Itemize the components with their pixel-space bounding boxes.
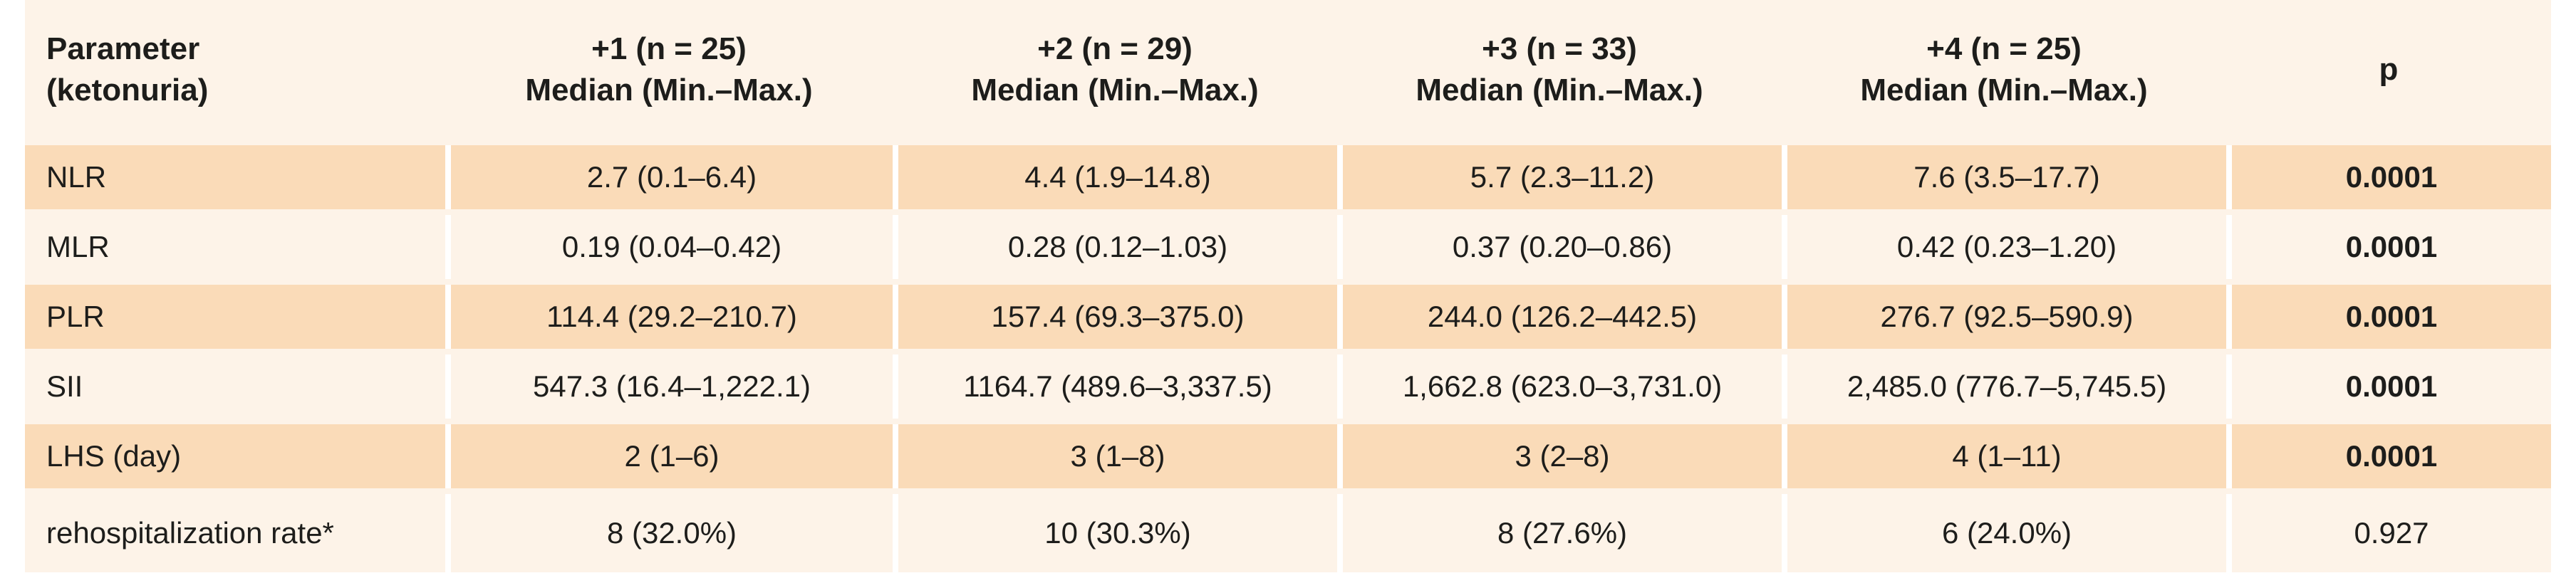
table-cell: 8 (32.0%) [445,494,893,572]
table-cell: 0.19 (0.04–0.42) [445,215,893,279]
table-cell: 0.37 (0.20–0.86) [1337,215,1782,279]
header-group-2-count: +2 (n = 29) [1037,31,1193,66]
table-row-plr: PLR 114.4 (29.2–210.7) 157.4 (69.3–375.0… [25,285,2551,349]
table-row-sii: SII 547.3 (16.4–1,222.1) 1164.7 (489.6–3… [25,354,2551,419]
p-value-cell: 0.0001 [2226,215,2551,279]
row-label: NLR [25,145,445,209]
header-group-2: +2 (n = 29) Median (Min.–Max.) [893,0,1337,140]
table-cell: 5.7 (2.3–11.2) [1337,145,1782,209]
table-cell: 4.4 (1.9–14.8) [893,145,1337,209]
p-value-cell: 0.0001 [2226,285,2551,349]
table-cell: 0.42 (0.23–1.20) [1782,215,2226,279]
table-cell: 2,485.0 (776.7–5,745.5) [1782,354,2226,419]
header-group-1-stat: Median (Min.–Max.) [525,73,813,107]
header-group-4-stat: Median (Min.–Max.) [1860,73,2148,107]
table-cell: 7.6 (3.5–17.7) [1782,145,2226,209]
row-label: MLR [25,215,445,279]
table-cell: 4 (1–11) [1782,424,2226,488]
header-parameter-line2: (ketonuria) [46,73,209,107]
results-table: Parameter (ketonuria) +1 (n = 25) Median… [25,0,2551,578]
header-group-4: +4 (n = 25) Median (Min.–Max.) [1782,0,2226,140]
results-table-container: Parameter (ketonuria) +1 (n = 25) Median… [25,0,2551,572]
table-header: Parameter (ketonuria) +1 (n = 25) Median… [25,0,2551,140]
table-cell: 8 (27.6%) [1337,494,1782,572]
table-cell: 6 (24.0%) [1782,494,2226,572]
table-cell: 157.4 (69.3–375.0) [893,285,1337,349]
table-cell: 10 (30.3%) [893,494,1337,572]
header-group-3: +3 (n = 33) Median (Min.–Max.) [1337,0,1782,140]
p-value-cell: 0.0001 [2226,145,2551,209]
table-cell: 1164.7 (489.6–3,337.5) [893,354,1337,419]
table-cell: 3 (1–8) [893,424,1337,488]
p-value-cell: 0.927 [2226,494,2551,572]
table-cell: 244.0 (126.2–442.5) [1337,285,1782,349]
table-cell: 2.7 (0.1–6.4) [445,145,893,209]
table-row-lhs: LHS (day) 2 (1–6) 3 (1–8) 3 (2–8) 4 (1–1… [25,424,2551,488]
p-value-cell: 0.0001 [2226,424,2551,488]
header-group-1-count: +1 (n = 25) [591,31,747,66]
table-cell: 547.3 (16.4–1,222.1) [445,354,893,419]
table-row-rehospitalization: rehospitalization rate* 8 (32.0%) 10 (30… [25,494,2551,572]
table-cell: 114.4 (29.2–210.7) [445,285,893,349]
row-label: LHS (day) [25,424,445,488]
header-group-3-stat: Median (Min.–Max.) [1416,73,1703,107]
table-cell: 2 (1–6) [445,424,893,488]
row-label: SII [25,354,445,419]
header-group-3-count: +3 (n = 33) [1482,31,1637,66]
header-group-4-count: +4 (n = 25) [1926,31,2082,66]
header-parameter: Parameter (ketonuria) [25,0,445,140]
header-parameter-line1: Parameter [46,31,200,66]
header-group-1: +1 (n = 25) Median (Min.–Max.) [445,0,893,140]
table-cell: 0.28 (0.12–1.03) [893,215,1337,279]
header-group-2-stat: Median (Min.–Max.) [971,73,1259,107]
table-cell: 3 (2–8) [1337,424,1782,488]
row-label: PLR [25,285,445,349]
row-label: rehospitalization rate* [25,494,445,572]
table-row-mlr: MLR 0.19 (0.04–0.42) 0.28 (0.12–1.03) 0.… [25,215,2551,279]
table-cell: 1,662.8 (623.0–3,731.0) [1337,354,1782,419]
table-row-nlr: NLR 2.7 (0.1–6.4) 4.4 (1.9–14.8) 5.7 (2.… [25,145,2551,209]
table-body: NLR 2.7 (0.1–6.4) 4.4 (1.9–14.8) 5.7 (2.… [25,145,2551,572]
table-cell: 276.7 (92.5–590.9) [1782,285,2226,349]
header-row: Parameter (ketonuria) +1 (n = 25) Median… [25,0,2551,140]
header-p-value: p [2379,52,2399,87]
p-value-cell: 0.0001 [2226,354,2551,419]
